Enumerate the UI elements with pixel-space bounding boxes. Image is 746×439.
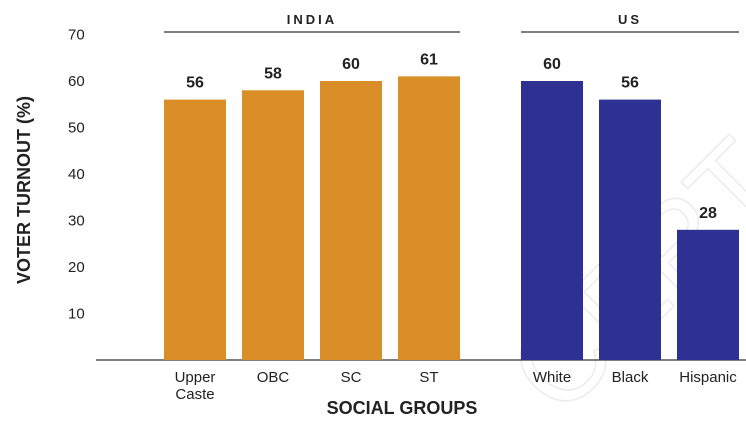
- group-label: US: [618, 12, 642, 27]
- bar: [599, 99, 661, 360]
- y-tick-label: 50: [68, 120, 85, 137]
- y-axis-ticks: 10 20 30 40 50 60 70: [68, 27, 85, 323]
- y-axis-title: VOTER TURNOUT (%): [14, 96, 34, 284]
- bar: [164, 99, 226, 360]
- category-label: OBC: [257, 369, 290, 386]
- category-label: SC: [341, 369, 362, 386]
- group-headers: INDIA US: [164, 12, 739, 33]
- value-label: 61: [420, 51, 438, 68]
- bar: [242, 90, 304, 361]
- bar: [398, 76, 460, 360]
- value-label: 60: [543, 56, 561, 73]
- value-label: 28: [699, 205, 717, 222]
- group-label: INDIA: [287, 12, 337, 27]
- y-tick-label: 30: [68, 213, 85, 230]
- bar: [521, 81, 583, 360]
- category-label: Upper Caste: [175, 369, 216, 403]
- category-label: White: [533, 369, 571, 386]
- bar: [320, 81, 382, 360]
- category-label: Black: [612, 369, 649, 386]
- category-labels: Upper Caste OBC SC ST White Black Hispanic: [175, 369, 738, 403]
- y-tick-label: 70: [68, 27, 85, 44]
- y-tick-label: 10: [68, 306, 85, 323]
- y-tick-label: 60: [68, 73, 85, 90]
- value-label: 56: [621, 75, 639, 92]
- category-label: Hispanic: [679, 369, 737, 386]
- value-label: 60: [342, 56, 360, 73]
- bar: [677, 229, 739, 360]
- x-axis-title: SOCIAL GROUPS: [327, 398, 478, 418]
- y-tick-label: 20: [68, 259, 85, 276]
- bars: 56 58 60 61 60 56 28: [164, 51, 739, 361]
- value-label: 58: [264, 65, 282, 82]
- y-tick-label: 40: [68, 166, 85, 183]
- value-label: 56: [186, 75, 204, 92]
- category-label: ST: [419, 369, 438, 386]
